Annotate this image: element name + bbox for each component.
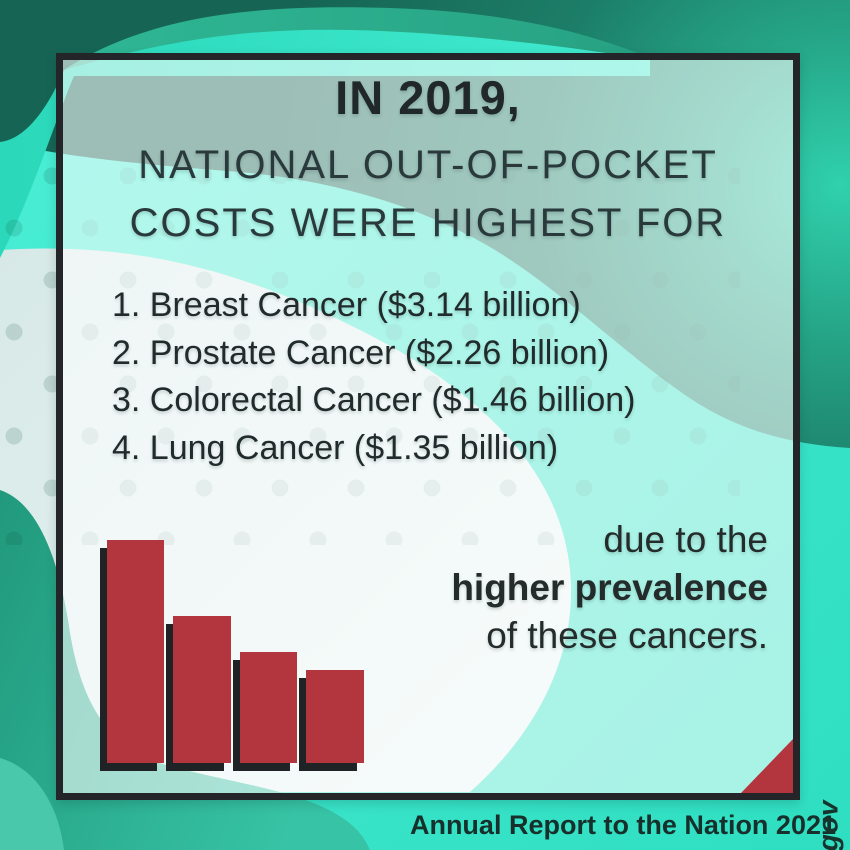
ranking-item-1: 1. Breast Cancer ($3.14 billion): [112, 286, 581, 324]
wave-medium-ribbon: [64, 7, 650, 70]
ranking-item-3: 3. Colorectal Cancer ($1.46 billion): [112, 381, 636, 419]
corner-triangle: [741, 739, 793, 793]
ranking-item-2: 2. Prostate Cancer ($2.26 billion): [112, 333, 610, 372]
page-title: IN 2019,: [335, 71, 521, 124]
prevalence-note: due to the higher prevalence of these ca…: [348, 516, 768, 660]
wave-corner-light: [0, 758, 64, 850]
ranking-item-4: 4. Lung Cancer ($1.35 billion): [112, 428, 559, 467]
footer-caption: Annual Report to the Nation 2021: [409, 810, 836, 840]
subtitle: NATIONAL OUT-OF-POCKET COSTS WERE HIGHES…: [63, 136, 793, 252]
note-line-1: due to the: [603, 519, 768, 560]
subtitle-line-1: NATIONAL OUT-OF-POCKET: [138, 143, 718, 187]
watermark-url: seer.cancer.gov: [813, 800, 845, 850]
subtitle-line-2: COSTS WERE HIGHEST FOR: [129, 201, 727, 245]
note-line-2: higher prevalence: [451, 567, 768, 608]
ranking-list: 1. Breast Cancer ($3.14 billion) 2. Pros…: [112, 282, 712, 472]
note-line-3: of these cancers.: [486, 615, 768, 656]
